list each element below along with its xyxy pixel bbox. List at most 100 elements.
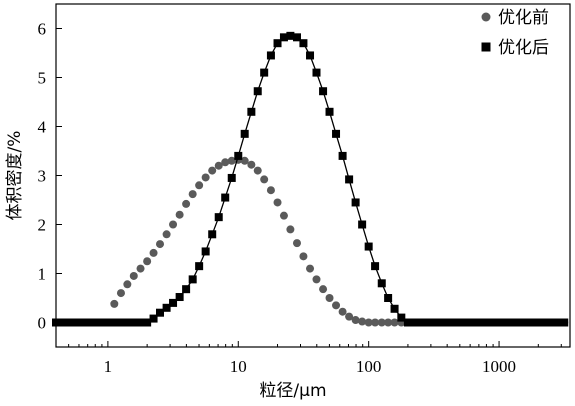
data-point <box>266 51 275 60</box>
data-point <box>188 275 197 284</box>
data-point <box>195 181 204 190</box>
data-point <box>377 279 386 288</box>
data-point <box>214 161 223 170</box>
data-point <box>345 312 354 321</box>
x-tick-label: 1000 <box>482 357 516 376</box>
data-point <box>227 173 236 182</box>
data-point <box>442 318 451 327</box>
y-axis-title: 体积密度/% <box>5 131 25 221</box>
data-point <box>77 318 86 327</box>
data-point <box>371 318 380 327</box>
y-tick-label: 4 <box>38 118 47 137</box>
data-point <box>129 271 138 280</box>
data-point <box>429 318 438 327</box>
data-point <box>384 294 393 302</box>
data-point <box>201 173 210 182</box>
data-point <box>253 87 262 96</box>
data-point <box>110 299 119 308</box>
data-point <box>169 298 178 307</box>
data-point <box>84 318 93 327</box>
data-point <box>345 175 354 184</box>
data-point <box>116 318 125 327</box>
data-point <box>468 318 477 327</box>
data-point <box>416 318 425 327</box>
data-point <box>325 294 334 302</box>
data-point <box>240 129 249 138</box>
data-point <box>273 198 282 207</box>
data-point <box>475 318 484 327</box>
data-point <box>527 318 536 327</box>
data-point <box>273 39 282 48</box>
data-point <box>351 316 360 325</box>
data-point <box>97 318 106 327</box>
x-axis-title: 粒径/μm <box>259 381 326 401</box>
data-point <box>188 190 197 199</box>
legend-marker-circle <box>481 12 491 22</box>
data-point <box>208 230 217 239</box>
data-point <box>214 213 223 222</box>
data-point <box>195 262 204 271</box>
y-tick-label: 5 <box>38 69 47 88</box>
data-point <box>143 318 152 327</box>
series-before <box>52 155 569 327</box>
data-point <box>182 199 191 208</box>
legend-label-after: 优化后 <box>498 38 549 58</box>
data-point <box>377 318 386 327</box>
data-point <box>149 248 158 257</box>
data-point <box>312 275 321 284</box>
data-point <box>292 33 301 42</box>
data-point <box>136 264 145 273</box>
data-point <box>325 107 334 116</box>
legend: 优化前 优化后 <box>481 8 549 58</box>
legend-item-after: 优化后 <box>481 38 549 58</box>
data-point <box>136 318 145 327</box>
data-point <box>227 156 236 165</box>
data-point <box>149 314 158 323</box>
data-point <box>103 318 112 327</box>
data-point <box>169 220 178 229</box>
data-point <box>364 242 373 251</box>
data-point <box>462 318 471 327</box>
data-point <box>175 293 184 302</box>
data-point <box>560 318 569 327</box>
data-point <box>488 318 497 327</box>
data-point <box>397 313 406 322</box>
data-point <box>156 308 165 317</box>
data-point <box>58 318 67 327</box>
y-tick-label: 2 <box>38 216 47 235</box>
y-tick-label: 3 <box>38 167 47 186</box>
data-point <box>338 151 347 160</box>
data-point <box>123 318 132 327</box>
data-point <box>292 239 301 248</box>
data-point <box>312 68 321 77</box>
data-point <box>182 285 191 294</box>
legend-item-before: 优化前 <box>481 8 549 28</box>
data-point <box>455 318 464 327</box>
data-point <box>162 303 171 312</box>
data-point <box>286 225 295 234</box>
data-point <box>116 289 125 298</box>
y-tick-label: 1 <box>38 265 47 284</box>
data-point <box>481 318 490 327</box>
legend-marker-square <box>481 42 491 52</box>
data-point <box>423 318 432 327</box>
data-point <box>234 151 243 160</box>
data-point <box>71 318 80 327</box>
data-point <box>299 39 308 48</box>
data-point <box>306 51 315 60</box>
axes-layer: 0 1 2 3 4 5 6 1 10 100 1000 <box>38 20 562 376</box>
data-point <box>91 318 100 327</box>
data-point <box>260 68 269 77</box>
data-point <box>247 107 256 116</box>
legend-label-before: 优化前 <box>498 8 549 28</box>
series-layer <box>52 31 569 327</box>
data-point <box>508 318 517 327</box>
data-point <box>319 285 328 294</box>
data-point <box>221 158 230 167</box>
data-point <box>260 175 269 184</box>
data-point <box>208 166 217 175</box>
series-after <box>52 31 569 327</box>
y-tick-label: 6 <box>38 20 47 39</box>
y-tick-label: 0 <box>38 314 47 333</box>
data-point <box>436 318 445 327</box>
